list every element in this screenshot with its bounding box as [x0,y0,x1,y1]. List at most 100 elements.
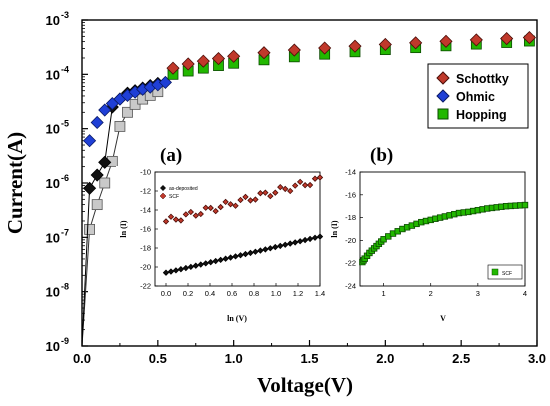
inset-a-data-point [192,212,199,219]
main-data-point [439,34,453,48]
inset-a-x-tick-label: 0.8 [249,289,259,298]
inset-a-data-point [162,218,170,225]
main-data-point [227,49,241,63]
inset-a: 0.0 0.2 0.4 0.6 0.8 1.0 1.2 1.4 -22 -20 -18 -16 -14 -… [116,166,332,326]
inset-b-frame [359,171,526,287]
main-data-point [114,121,126,132]
legend-hopping-marker [437,108,449,120]
inset-a-x-tick-label: 0.4 [205,289,215,298]
inset-a-y-tick-label: -16 [140,225,151,234]
main-data-point [99,177,111,189]
inset-a-data-point [222,198,229,206]
inset-a-x-axis-label: ln (V) [227,314,247,323]
main-x-tick-label: 2.5 [452,351,470,366]
main-y-tick-label: 10 [46,285,60,300]
inset-a-data-point [162,269,170,276]
inset-b-legend: SCF [487,264,523,280]
inset-b-y-axis-label: ln (I) [330,220,339,237]
main-data-point [522,31,536,45]
inset-a-data-point [287,240,294,247]
inset-a-data-point [222,255,229,262]
inset-a-data-point [291,182,299,189]
legend-ohmic-label: Ohmic [456,90,495,104]
inset-a-data-point [306,235,314,243]
inset-a-data-point [252,196,259,203]
legend-schottky-label: Schottky [456,72,509,86]
inset-a-data-point [277,242,284,250]
main-data-point [98,103,112,117]
inset-b-ticks-group: 1 2 3 4 -24 -22 -20 -18 -16 -14 [345,168,527,299]
inset-b-x-axis-label: V [440,314,446,323]
inset-a-data-point [242,250,249,258]
main-x-tick-label: 0.5 [149,351,167,366]
main-data-point [83,181,97,195]
inset-a-data-point [237,196,244,204]
main-data-point [90,115,104,130]
main-y-tick-label: 10 [46,339,60,354]
main-data-point [122,106,133,118]
main-data-point [90,168,104,182]
inset-a-data-point [202,260,209,267]
inset-a-y-tick-label: -14 [140,206,151,215]
inset-a-data-point [267,192,274,200]
inset-a-y-axis-label: ln (I) [119,220,128,237]
inset-a-y-tick-label: -12 [140,187,151,196]
inset-b-y-tick-label: -14 [345,168,356,177]
main-data-point [348,39,362,53]
main-y-tick-exponent: -3 [61,10,69,20]
inset-a-data-point [242,193,249,201]
main-y-tick-exponent: -7 [61,227,69,237]
inset-a-data-point [217,203,224,211]
inset-a-ticks-group: 0.0 0.2 0.4 0.6 0.8 1.0 1.2 1.4 -22 -20 -18 -16 -14 -… [140,168,325,299]
main-x-axis-label: Voltage(V) [257,373,353,397]
main-legend: Schottky Ohmic Hopping [427,63,529,129]
inset-a-data-point [227,201,234,208]
main-y-tick-label: 10 [46,67,60,82]
inset-a-data-point [282,241,289,248]
inset-a-legend: as-deposited SCF [159,185,198,200]
panel-label-a: (a) [160,145,182,166]
inset-b-legend-scf-marker [491,268,499,276]
inset-a-data-point [252,248,259,255]
inset-a-data-point [316,174,324,181]
main-data-point [500,32,514,46]
inset-a-data-point [237,252,244,259]
inset-a-data-point [247,197,254,204]
main-data-point [469,33,483,47]
legend-schottky-marker [436,71,450,85]
inset-a-data-point [296,178,304,186]
main-x-tick-label: 1.5 [300,351,318,366]
inset-b-data-point [521,201,529,209]
inset-a-y-tick-label: -18 [140,244,151,253]
inset-a-legend-scf-marker [159,192,167,200]
main-y-tick-label: 10 [46,176,60,191]
inset-a-data-point [262,189,269,196]
inset-a-data-point [177,217,185,224]
main-data-point [158,75,172,89]
main-y-tick-label: 10 [46,230,60,245]
inset-a-data-point [316,233,324,240]
main-y-tick-label: 10 [46,122,60,137]
main-y-tick-exponent: -4 [61,64,69,74]
inset-a-data-point [232,253,239,260]
inset-a-data-point [187,208,195,216]
inset-a-data-point [301,236,309,244]
main-data-point [196,54,210,68]
main-data-point [257,46,271,60]
inset-a-legend-asdeposited-label: as-deposited [169,186,198,192]
main-y-tick-exponent: -6 [61,173,69,183]
main-data-point [84,223,95,235]
inset-b-legend-scf-label: SCF [502,271,512,277]
inset-a-data-point [227,254,234,261]
main-x-tick-label: 3.0 [528,351,546,366]
main-y-tick-exponent: -8 [61,282,69,292]
inset-b-y-tick-label: -24 [345,282,356,291]
inset-a-y-tick-label: -10 [140,168,151,177]
inset-a-x-tick-label: 0.2 [183,289,193,298]
inset-a-data-point [287,187,294,195]
inset-b-y-tick-label: -20 [345,236,356,245]
main-data-point [318,41,332,55]
inset-a-data-point [311,234,319,241]
inset-a-data-point [272,189,279,196]
